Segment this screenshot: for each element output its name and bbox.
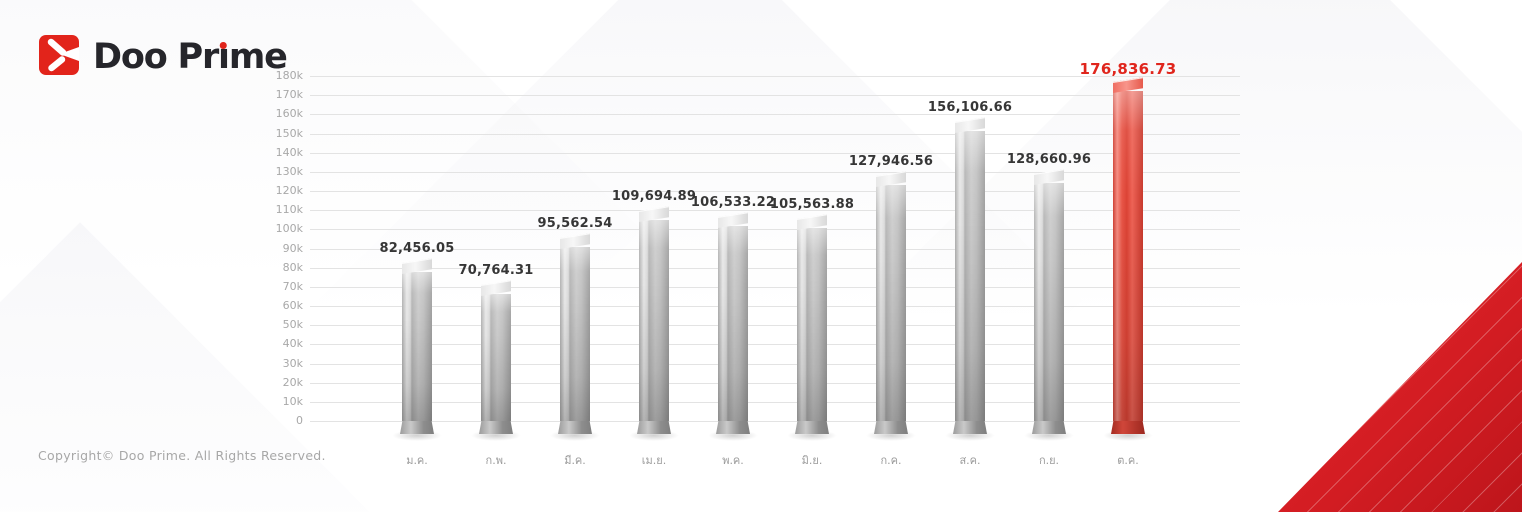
gridline <box>310 133 1240 135</box>
bar-base <box>637 421 671 434</box>
y-axis-tick-label: 120k <box>275 184 303 197</box>
bar-value-label: 128,660.96 <box>1006 152 1092 168</box>
bar-base <box>400 421 434 434</box>
bar-body <box>797 227 827 421</box>
bar-value-label: 70,764.31 <box>458 263 534 279</box>
gridline <box>310 325 1240 327</box>
gridline <box>310 191 1240 192</box>
gridline <box>310 421 1240 422</box>
bar <box>471 280 521 441</box>
y-axis-tick-label: 90k <box>282 241 303 255</box>
y-axis-tick-label: 50k <box>282 318 303 332</box>
brand-wordmark: Doo Prıme <box>93 37 288 77</box>
bar-base <box>1111 421 1145 434</box>
bar-body <box>718 225 748 421</box>
doo-prime-logo: Doo Prıme <box>38 34 288 80</box>
gridline <box>310 114 1240 116</box>
bar-value-label: 82,456.05 <box>379 240 455 256</box>
bar-value-label: 105,563.88 <box>769 196 855 212</box>
bar <box>787 213 837 441</box>
bar <box>708 212 758 441</box>
y-axis-tick-label: 170k <box>275 88 303 102</box>
gridline <box>310 171 1240 173</box>
gridline <box>310 286 1240 288</box>
y-axis-tick-label: 160k <box>275 107 303 121</box>
y-axis-tick-label: 30k <box>282 356 303 370</box>
y-axis-tick-label: 80k <box>282 260 303 274</box>
y-axis-tick-label: 150k <box>275 126 303 140</box>
x-axis-label: ต.ค. <box>1117 454 1139 467</box>
bar-body <box>481 294 511 421</box>
bar-base <box>716 421 750 434</box>
bar-value-label: 95,562.54 <box>537 215 613 231</box>
bar-value-label: 176,836.73 <box>1079 60 1177 79</box>
bar-body <box>876 184 906 421</box>
bar-body <box>1034 183 1064 421</box>
y-axis-tick-label: 100k <box>275 222 303 236</box>
gridline <box>310 95 1240 97</box>
bar-base <box>874 421 908 434</box>
y-axis-tick-label: 20k <box>282 375 303 389</box>
bar-value-label: 156,106.66 <box>927 99 1013 115</box>
y-axis-tick-label: 110k <box>275 203 303 217</box>
bar-base <box>1032 421 1066 434</box>
bar-body <box>955 130 985 421</box>
bar-body <box>1113 91 1143 421</box>
gridline <box>310 382 1240 384</box>
gridline <box>310 306 1240 307</box>
gridline <box>310 229 1240 231</box>
bar-base <box>558 421 592 434</box>
bar <box>392 258 442 441</box>
y-axis-tick-label: 130k <box>275 164 303 178</box>
bar-base <box>479 421 513 434</box>
gridline <box>310 363 1240 365</box>
y-axis-tick-label: 60k <box>282 299 303 312</box>
bar-highlighted <box>1103 77 1153 441</box>
y-axis-tick-label: 70k <box>282 279 303 293</box>
gridline <box>310 401 1240 403</box>
corner-accent-triangle <box>1278 262 1522 512</box>
y-axis-tick-label: 0 <box>296 414 303 427</box>
bar-base <box>795 421 829 434</box>
gridline <box>310 344 1240 346</box>
bar <box>866 171 916 441</box>
y-axis-tick-label: 140k <box>275 145 303 159</box>
y-axis-tick-label: 10k <box>282 394 303 408</box>
bar <box>629 206 679 441</box>
bar-body <box>402 271 432 421</box>
bar <box>1024 169 1074 441</box>
doo-prime-logo-icon <box>38 34 80 80</box>
bar-body <box>639 219 669 421</box>
copyright-notice: Copyright© Doo Prime. All Rights Reserve… <box>38 448 326 463</box>
bar-base <box>953 421 987 434</box>
bar-value-label: 127,946.56 <box>848 153 934 169</box>
y-axis-tick-label: 40k <box>282 337 303 351</box>
